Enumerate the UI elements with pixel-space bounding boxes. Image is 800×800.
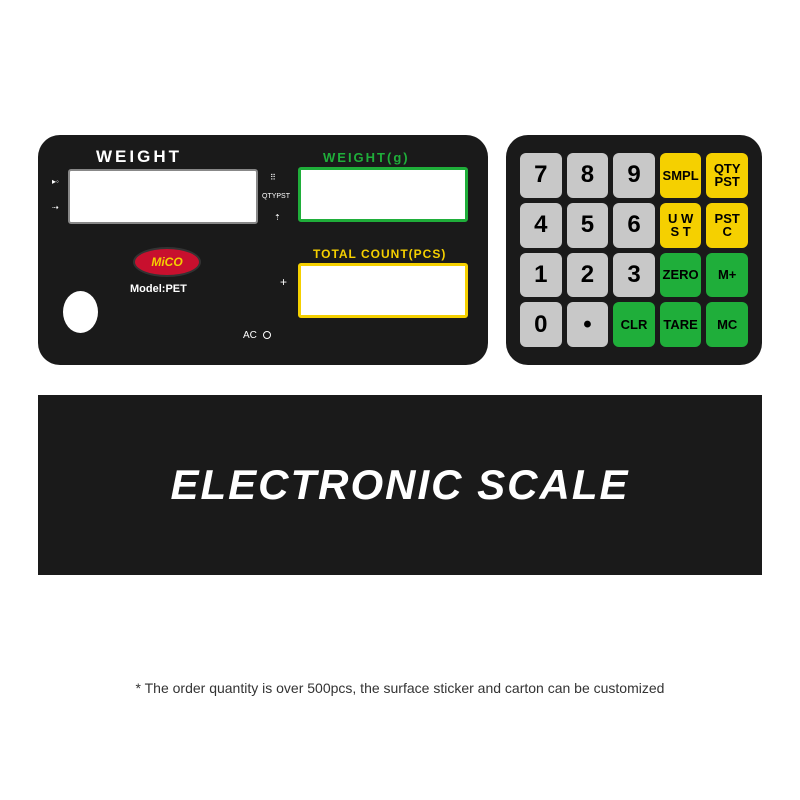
weight-g-label: WEIGHT(g) — [323, 150, 410, 165]
indicator-icon: ⠿ — [270, 173, 276, 182]
key-7[interactable]: 7 — [520, 153, 562, 198]
ac-label: AC — [243, 330, 257, 341]
key-3[interactable]: 3 — [613, 253, 655, 298]
key-uw-st[interactable]: U W S T — [660, 203, 702, 248]
panel-hole — [63, 291, 98, 333]
count-display — [298, 263, 468, 318]
footnote-text: * The order quantity is over 500pcs, the… — [0, 680, 800, 696]
key-zero[interactable]: ZERO — [660, 253, 702, 298]
brand-logo: MiCO — [133, 247, 201, 277]
key-tare[interactable]: TARE — [660, 302, 702, 347]
ac-indicator-icon — [263, 331, 271, 339]
key-smpl[interactable]: SMPL — [660, 153, 702, 198]
indicator-icon: ⇢ — [52, 203, 59, 212]
key-4[interactable]: 4 — [520, 203, 562, 248]
key-0[interactable]: 0 — [520, 302, 562, 347]
weight-label: WEIGHT — [96, 147, 182, 167]
model-label: Model:PET — [130, 283, 187, 295]
key-m-plus[interactable]: M+ — [706, 253, 748, 298]
weight-g-display — [298, 167, 468, 222]
key-dot[interactable]: • — [567, 302, 609, 347]
key-8[interactable]: 8 — [567, 153, 609, 198]
key-mc[interactable]: MC — [706, 302, 748, 347]
count-label: TOTAL COUNT(PCS) — [313, 247, 446, 261]
indicator-icon: ▸◦ — [52, 177, 59, 186]
key-9[interactable]: 9 — [613, 153, 655, 198]
weight-display — [68, 169, 258, 224]
banner-panel: ELECTRONIC SCALE — [38, 395, 762, 575]
key-2[interactable]: 2 — [567, 253, 609, 298]
indicator-icon: ⇡ — [274, 213, 281, 222]
key-6[interactable]: 6 — [613, 203, 655, 248]
key-clr[interactable]: CLR — [613, 302, 655, 347]
key-pst-c[interactable]: PST C — [706, 203, 748, 248]
keypad-panel: 7 8 9 SMPL QTY PST 4 5 6 U W S T PST C 1… — [506, 135, 762, 365]
display-panel: WEIGHT ▸◦ ⇢ ⠿ QTYPST ⇡ + WEIGHT(g) TOTAL… — [38, 135, 488, 365]
key-qty-pst[interactable]: QTY PST — [706, 153, 748, 198]
key-5[interactable]: 5 — [567, 203, 609, 248]
plus-label: + — [280, 275, 287, 289]
key-1[interactable]: 1 — [520, 253, 562, 298]
banner-text: ELECTRONIC SCALE — [170, 461, 629, 509]
qtypst-label: QTYPST — [262, 193, 290, 200]
